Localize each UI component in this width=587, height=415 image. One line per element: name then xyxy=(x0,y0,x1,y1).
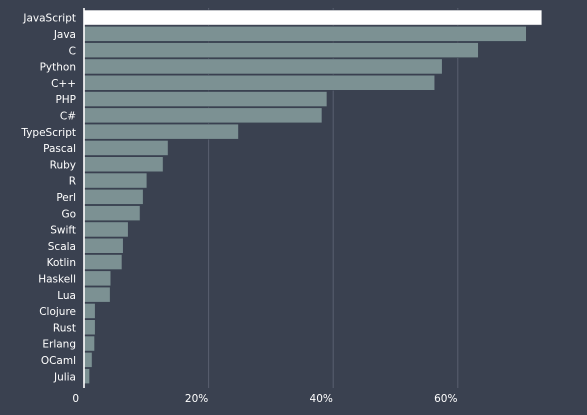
bar-kotlin xyxy=(83,254,123,270)
category-label-cplusplus: C++ xyxy=(51,78,76,90)
bar-haskell xyxy=(83,270,112,287)
bar-go xyxy=(83,205,141,222)
bar-ocaml xyxy=(83,351,93,368)
bar-typescript xyxy=(83,123,239,140)
category-label-javascript: JavaScript xyxy=(22,13,76,25)
category-label-r: R xyxy=(69,176,76,188)
bar-erlang xyxy=(83,335,95,352)
category-label-java: Java xyxy=(53,29,76,41)
category-label-perl: Perl xyxy=(56,192,76,204)
category-label-julia: Julia xyxy=(53,371,76,383)
bar-swift xyxy=(83,221,129,238)
category-label-csharp: C# xyxy=(60,110,76,122)
bar-perl xyxy=(83,189,144,205)
category-label-c: C xyxy=(69,45,76,57)
bar-c xyxy=(83,42,479,58)
category-label-clojure: Clojure xyxy=(39,306,76,318)
category-label-pascal: Pascal xyxy=(43,143,76,155)
bar-scala xyxy=(83,237,124,254)
category-label-ocaml: OCaml xyxy=(41,355,76,367)
category-label-lua: Lua xyxy=(57,290,76,302)
x-tick-label-60: 60% xyxy=(434,393,457,405)
bar-rust xyxy=(83,319,96,336)
bar-ruby xyxy=(83,156,164,173)
category-label-python: Python xyxy=(40,62,76,74)
bar-lua xyxy=(83,286,111,303)
category-label-swift: Swift xyxy=(50,225,76,237)
category-label-ruby: Ruby xyxy=(50,159,76,171)
category-label-haskell: Haskell xyxy=(38,273,76,285)
bar-pascal xyxy=(83,140,169,156)
category-label-scala: Scala xyxy=(48,241,76,253)
bar-julia xyxy=(83,368,90,385)
bar-php xyxy=(83,91,328,107)
bar-csharp xyxy=(83,107,323,124)
bar-cplusplus xyxy=(83,74,436,91)
x-tick-label-20: 20% xyxy=(185,393,208,405)
category-label-php: PHP xyxy=(55,94,76,106)
category-label-erlang: Erlang xyxy=(42,339,76,351)
category-label-rust: Rust xyxy=(53,322,76,334)
bar-r xyxy=(83,172,148,189)
category-label-go: Go xyxy=(61,208,76,220)
x-tick-label-40: 40% xyxy=(310,393,333,405)
bar-clojure xyxy=(83,303,96,319)
bar-python xyxy=(83,58,443,75)
category-label-kotlin: Kotlin xyxy=(47,257,76,269)
bar-java xyxy=(83,25,527,42)
x-tick-label-0: 0 xyxy=(72,393,79,405)
bar-javascript xyxy=(83,9,543,26)
category-label-typescript: TypeScript xyxy=(20,127,76,139)
